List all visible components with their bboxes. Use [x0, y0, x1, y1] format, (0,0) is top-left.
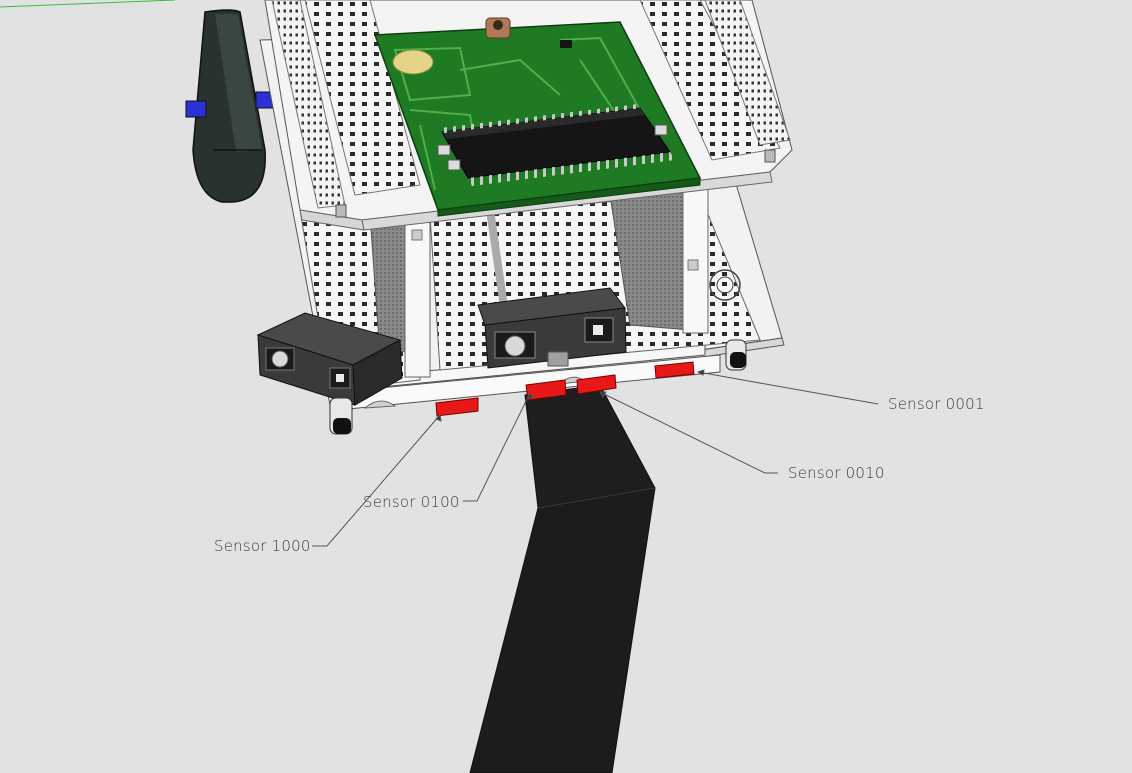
left-wheel — [185, 9, 275, 203]
sensor-0100-label: Sensor 0100 — [363, 493, 460, 511]
sensor-1000-block — [435, 397, 479, 417]
sensor-1000-label: Sensor 1000 — [214, 537, 311, 555]
buzzer — [392, 49, 434, 75]
callout-leaders — [312, 369, 879, 547]
support-posts — [404, 182, 709, 378]
pcb-board — [373, 17, 702, 217]
sensor-0001-block — [654, 361, 695, 379]
left-rangefinder — [256, 312, 403, 406]
leader-sensor-0010 — [599, 391, 778, 474]
sensor-0001-label: Sensor 0001 — [888, 395, 985, 413]
ir-line-sensors — [435, 361, 695, 417]
leader-sensor-0001 — [697, 371, 879, 405]
line-track — [469, 384, 656, 773]
leader-sensor-0100 — [463, 392, 531, 502]
sensor-0010-label: Sensor 0010 — [788, 464, 885, 482]
caster-wheels — [329, 269, 747, 435]
center-rangefinder — [477, 287, 627, 369]
leader-sensor-1000 — [312, 414, 441, 547]
green-axis-line — [0, 0, 176, 8]
sensor-0010-block — [576, 374, 617, 395]
sensor-0100-block — [525, 379, 567, 401]
